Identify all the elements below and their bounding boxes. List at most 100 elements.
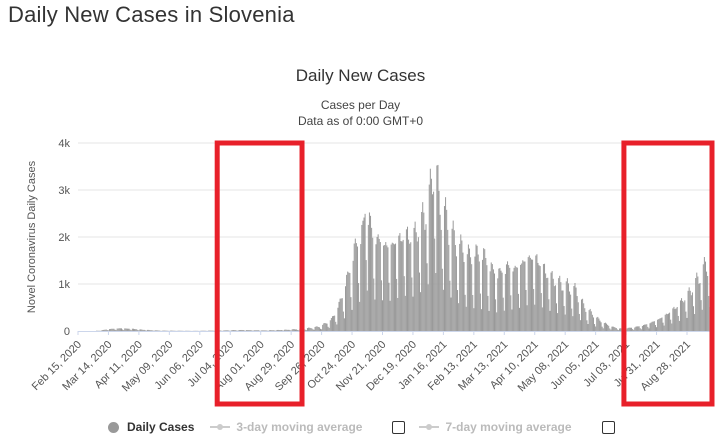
daily-case-bar xyxy=(400,241,402,331)
daily-case-bar xyxy=(674,309,676,331)
daily-case-bar xyxy=(411,277,413,331)
daily-case-bar xyxy=(609,328,611,331)
daily-case-bar xyxy=(287,329,289,331)
legend-daily-cases[interactable]: Daily Cases xyxy=(108,420,194,434)
daily-case-bar xyxy=(517,293,519,331)
daily-case-bar xyxy=(682,300,684,331)
daily-case-bar xyxy=(513,267,515,331)
daily-case-bar xyxy=(676,307,678,331)
daily-case-bar xyxy=(573,286,575,331)
page-title: Daily New Cases in Slovenia xyxy=(8,2,295,27)
daily-case-bar xyxy=(434,238,436,331)
daily-case-bar xyxy=(578,313,580,331)
daily-case-bar xyxy=(365,260,367,331)
daily-case-bar xyxy=(652,321,654,331)
daily-case-bar xyxy=(368,212,370,331)
daily-cases-marker-icon xyxy=(108,421,119,433)
daily-case-bar xyxy=(416,241,418,331)
daily-case-bar xyxy=(424,229,426,331)
daily-case-bar xyxy=(341,298,343,331)
daily-case-bar xyxy=(565,281,567,331)
daily-case-bar xyxy=(375,244,377,331)
daily-case-bar xyxy=(551,271,553,331)
daily-case-bar xyxy=(523,261,525,331)
daily-case-bar xyxy=(505,264,507,331)
daily-case-bar xyxy=(129,329,131,331)
daily-case-bar xyxy=(336,324,338,331)
daily-case-bar xyxy=(391,242,393,331)
daily-case-bar xyxy=(238,330,240,331)
daily-case-bar xyxy=(641,325,643,331)
daily-case-bar xyxy=(650,322,652,331)
daily-case-bar xyxy=(472,295,474,331)
legend-3day-avg[interactable]: 3-day moving average xyxy=(210,420,362,434)
daily-case-bar xyxy=(487,295,489,331)
daily-case-bar xyxy=(448,244,450,331)
daily-case-bar xyxy=(677,315,679,331)
daily-case-bar xyxy=(304,329,306,331)
daily-case-bar xyxy=(619,328,621,331)
daily-case-bar xyxy=(695,278,697,331)
y-axis-title: Novel Coronavirus Daily Cases xyxy=(26,160,38,313)
daily-case-bar xyxy=(155,330,157,331)
daily-case-bar xyxy=(118,328,120,331)
chart-subtitle: Cases per Day xyxy=(320,98,401,112)
daily-case-bar xyxy=(503,310,505,331)
daily-case-bar xyxy=(656,327,658,331)
daily-case-bar xyxy=(403,276,405,331)
daily-case-bar xyxy=(349,273,351,331)
avg7-checkbox[interactable] xyxy=(601,420,615,434)
daily-case-bar xyxy=(478,261,480,331)
legend-daily-label: Daily Cases xyxy=(127,420,195,434)
avg3-checkbox[interactable] xyxy=(392,420,406,434)
daily-case-bar xyxy=(255,330,257,331)
daily-case-bar xyxy=(673,306,675,331)
daily-case-bar xyxy=(637,326,639,331)
daily-case-bar xyxy=(698,283,700,331)
daily-case-bar xyxy=(322,324,324,331)
daily-case-bar xyxy=(151,330,153,331)
daily-case-bar xyxy=(149,330,151,331)
daily-case-bar xyxy=(284,329,286,331)
daily-case-bar xyxy=(457,290,459,331)
daily-case-bar xyxy=(492,269,494,331)
daily-case-bar xyxy=(393,244,395,331)
daily-case-bar xyxy=(649,323,651,331)
daily-case-bar xyxy=(538,265,540,331)
daily-case-bar xyxy=(250,330,252,331)
daily-case-bar xyxy=(684,300,686,331)
daily-case-bar xyxy=(351,309,353,331)
daily-case-bar xyxy=(358,283,360,331)
daily-case-bar xyxy=(104,329,106,331)
daily-case-bar xyxy=(371,227,373,331)
daily-case-bar xyxy=(608,325,610,331)
daily-case-bar xyxy=(590,311,592,331)
daily-case-bar xyxy=(558,278,560,331)
daily-case-bar xyxy=(508,265,510,331)
daily-case-bar xyxy=(694,314,696,331)
daily-case-bar xyxy=(534,304,536,331)
daily-case-bar xyxy=(447,229,449,331)
daily-case-bar xyxy=(423,212,425,331)
daily-case-bar xyxy=(657,319,659,331)
legend-7day-avg[interactable]: 7-day moving average xyxy=(419,420,572,434)
daily-case-bar xyxy=(415,232,417,331)
daily-case-bar xyxy=(102,330,104,331)
daily-case-bar xyxy=(653,321,655,331)
daily-case-bar xyxy=(660,318,662,331)
daily-case-bar xyxy=(479,293,481,331)
daily-case-bar xyxy=(458,303,460,331)
daily-case-bar xyxy=(320,328,322,331)
daily-case-bar xyxy=(516,267,518,331)
y-tick-label: 4k xyxy=(58,138,70,150)
daily-case-bar xyxy=(708,295,710,331)
daily-case-bar xyxy=(364,213,366,331)
daily-case-bar xyxy=(128,328,130,331)
daily-case-bar xyxy=(675,308,677,331)
daily-case-bar xyxy=(397,297,399,331)
daily-case-bar xyxy=(355,243,357,331)
daily-case-bar xyxy=(269,330,271,331)
daily-case-bar xyxy=(564,314,566,331)
daily-case-bar xyxy=(310,328,312,331)
daily-case-bar xyxy=(696,272,698,331)
